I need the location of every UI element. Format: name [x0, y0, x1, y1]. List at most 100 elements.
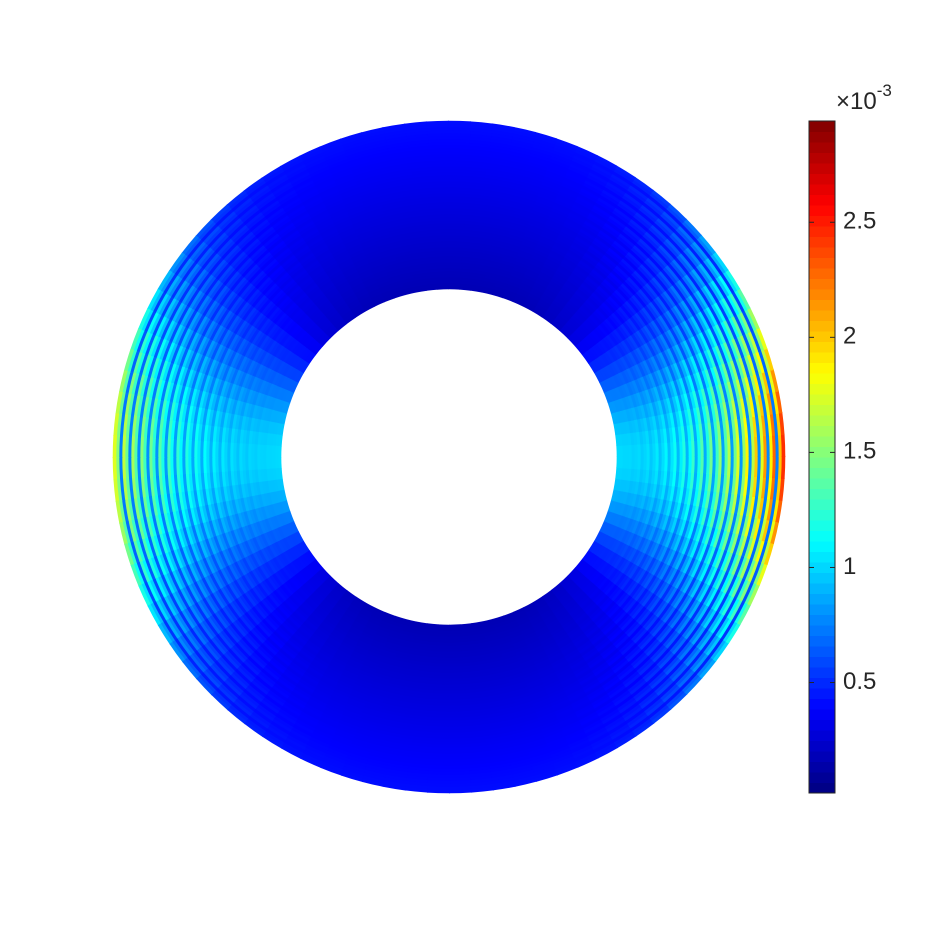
field-cell [665, 427, 671, 443]
field-cell [464, 208, 482, 214]
field-cell [430, 732, 450, 737]
field-cell [447, 150, 470, 155]
field-cell [416, 703, 434, 709]
field-cell [275, 468, 280, 481]
field-cell [428, 156, 450, 162]
field-cell [757, 455, 762, 478]
field-cell [169, 438, 174, 458]
field-cell [674, 471, 680, 488]
field-cell [430, 186, 450, 191]
field-cell [205, 456, 210, 474]
field-cell [650, 429, 656, 444]
field-cell [636, 468, 641, 483]
field-cell [430, 741, 450, 746]
field-cell [151, 456, 156, 478]
field-cell [178, 456, 183, 476]
field-cell [242, 429, 248, 445]
field-cell [417, 691, 435, 697]
field-cell [433, 693, 450, 698]
field-cell [133, 436, 138, 459]
field-cell [448, 180, 468, 185]
field-cell [462, 664, 478, 670]
field-cell [220, 456, 225, 473]
field-cell [739, 456, 744, 477]
field-cell [422, 256, 437, 262]
field-cell [148, 437, 153, 458]
field-cell [415, 205, 433, 211]
field-cell [636, 431, 641, 445]
field-cell [724, 437, 729, 458]
field-cell [414, 718, 433, 724]
field-cell [432, 708, 450, 713]
field-cell [464, 205, 482, 211]
field-cell [416, 211, 434, 217]
field-cell [700, 456, 705, 474]
field-cell [214, 456, 219, 474]
field-cell [427, 141, 450, 147]
field-cell [251, 469, 257, 484]
field-cell [460, 262, 475, 267]
field-cell [184, 456, 189, 476]
field-cell [460, 271, 474, 276]
field-cell [130, 456, 136, 479]
field-cell [221, 427, 227, 444]
field-cell [462, 655, 477, 661]
field-cell [719, 473, 725, 494]
field-cell [448, 755, 470, 761]
field-cell [739, 436, 744, 458]
field-cell [423, 268, 437, 273]
field-cell [462, 235, 479, 241]
field-cell [426, 623, 439, 628]
field-cell [679, 440, 684, 458]
field-cell [721, 438, 726, 458]
field-cell [688, 456, 693, 473]
field-cell [448, 761, 471, 767]
field-cell [656, 428, 662, 444]
field-cell [463, 673, 479, 679]
field-cell [212, 426, 218, 443]
field-cell [673, 441, 678, 458]
field-cell [179, 474, 185, 494]
field-cell [697, 456, 702, 474]
field-cell [763, 455, 768, 478]
field-cell [421, 658, 437, 664]
field-cell [697, 439, 702, 458]
field-cell [448, 159, 469, 164]
field-cell [169, 456, 174, 477]
field-cell [676, 441, 681, 458]
field-cell [200, 424, 206, 442]
field-cell [463, 217, 481, 223]
field-cell [459, 283, 472, 288]
field-cell [448, 672, 465, 677]
field-cell [206, 425, 212, 443]
field-cell [464, 202, 483, 208]
field-cell [448, 750, 470, 755]
field-cell [181, 456, 186, 476]
field-cell [448, 687, 466, 692]
field-cell [229, 456, 234, 473]
field-cell [750, 435, 756, 458]
field-cell [145, 437, 150, 458]
field-cell [768, 434, 774, 458]
field-cell [448, 770, 471, 776]
field-cell [236, 470, 242, 486]
field-cell [191, 423, 197, 442]
field-cell [665, 470, 671, 487]
field-cell [272, 468, 277, 481]
field-cell [704, 473, 710, 492]
field-cell [647, 429, 653, 444]
field-cell [172, 456, 177, 476]
field-cell [448, 171, 468, 176]
field-cell [704, 422, 710, 441]
field-cell [139, 456, 145, 479]
field-cell [242, 470, 248, 485]
field-cell [464, 691, 482, 697]
field-cell [447, 141, 470, 146]
field-cell [448, 195, 467, 200]
field-cell [461, 259, 475, 264]
field-cell [462, 241, 478, 247]
field-cell [260, 432, 265, 446]
field-cell [248, 469, 254, 484]
field-cell [420, 241, 436, 247]
field-cell [447, 138, 470, 143]
